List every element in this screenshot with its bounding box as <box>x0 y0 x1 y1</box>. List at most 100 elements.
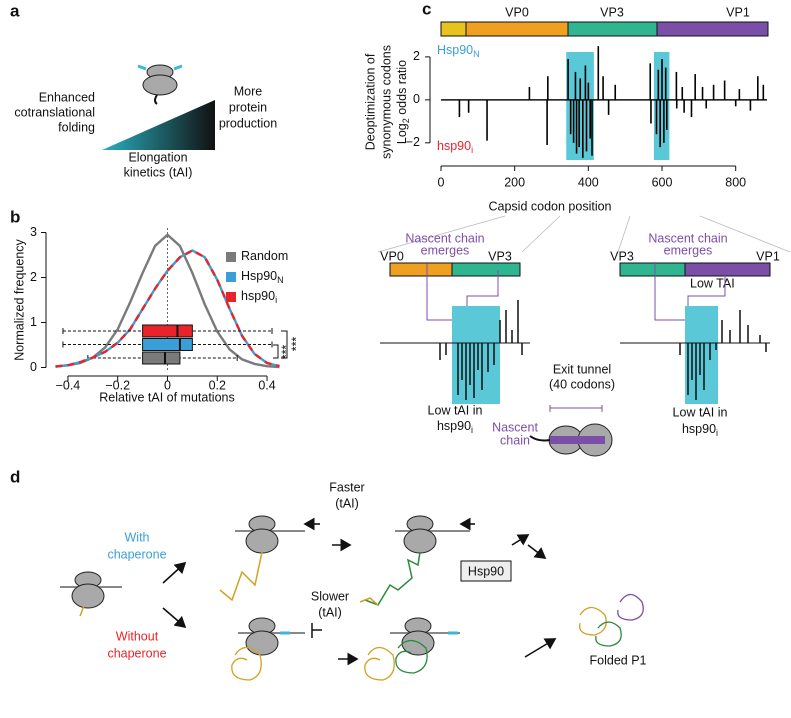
series-label: Hsp90N <box>437 43 480 59</box>
segment <box>568 22 657 36</box>
arrows <box>162 517 557 666</box>
text: kinetics (tAI) <box>124 165 193 179</box>
caption: hsp90i <box>682 422 718 438</box>
highlight <box>685 306 718 404</box>
sig-bracket <box>273 344 279 359</box>
x-tick-label: 0 <box>438 175 445 189</box>
segment-label: VP3 <box>488 249 512 263</box>
y-tick-label: 2 <box>413 49 420 63</box>
y-tick-label: 0 <box>30 360 37 374</box>
tunnel <box>550 436 605 444</box>
text: chaperone <box>107 646 166 660</box>
panel-a: Enhanced cotranslational folding More pr… <box>14 64 277 179</box>
sig-bracket <box>281 330 288 359</box>
bracket <box>654 262 726 321</box>
segment <box>466 22 568 36</box>
text: odds ratio <box>395 60 409 118</box>
chain <box>154 94 158 105</box>
text: More <box>234 84 263 98</box>
y-tick-label: −2 <box>406 135 420 149</box>
note: Low TAI <box>690 276 735 290</box>
segment-label: VP3 <box>600 5 624 19</box>
text: (tAI) <box>335 496 359 510</box>
subscript: i <box>275 295 277 305</box>
bracket <box>549 405 603 412</box>
zoom-lines <box>377 215 791 253</box>
text: Elongation <box>128 150 187 164</box>
legend-swatch <box>226 272 236 282</box>
mrna <box>173 64 183 71</box>
spikes <box>679 310 767 400</box>
text: protein <box>229 100 267 114</box>
text: hsp90 <box>437 139 471 153</box>
text: Log <box>395 123 409 144</box>
text: Random <box>241 249 288 263</box>
segment-label: VP0 <box>380 249 404 263</box>
segment <box>451 262 521 277</box>
x-tick-label: 200 <box>504 175 525 189</box>
segment-border <box>440 21 769 37</box>
panel-b: Relative tAI of mutations Normalized fre… <box>12 238 234 404</box>
x-tick-label: 600 <box>652 175 673 189</box>
text: Slower <box>311 589 349 603</box>
x-tick-label: −0.4 <box>56 378 81 392</box>
x-tick-label: 800 <box>725 175 746 189</box>
y-axis-label: synonymous codons <box>379 45 393 159</box>
text: folding <box>58 120 95 134</box>
panel-d: With chaperone Without chaperone Faster … <box>60 480 647 681</box>
segment-label: VP3 <box>610 249 634 263</box>
mrna <box>137 64 147 71</box>
subscript: N <box>277 275 284 285</box>
segment <box>389 262 453 277</box>
box <box>142 338 193 351</box>
y-tick-label: 3 <box>30 225 37 239</box>
bracket <box>426 262 499 321</box>
text: (tAI) <box>318 605 342 619</box>
subscript: i <box>471 145 473 155</box>
text: Folded P1 <box>590 653 647 667</box>
text: hsp90 <box>437 419 471 433</box>
subscript: 2 <box>401 118 411 123</box>
caption: Low tAI in <box>673 405 728 419</box>
segment-label: VP1 <box>726 5 750 19</box>
y-axis-label: Log2 odds ratio <box>395 60 411 144</box>
text: chain <box>500 433 530 447</box>
x-axis-label: Relative tAI of mutations <box>99 390 234 404</box>
text: Hsp90 <box>437 43 473 57</box>
text: Exit tunnel <box>553 362 611 376</box>
chain <box>529 435 551 442</box>
text: cotranslational <box>14 105 95 119</box>
segment-label: VP1 <box>756 249 780 263</box>
y-axis-label: Deoptimization of <box>363 53 377 150</box>
text: hsp90 <box>682 422 716 436</box>
segment <box>684 262 771 277</box>
legend-swatch <box>226 252 236 262</box>
significance: *** <box>289 337 303 352</box>
significance: *** <box>279 345 293 360</box>
text: (40 codons) <box>549 377 615 391</box>
exit-tunnel: Exit tunnel (40 codons) Nascent chain <box>492 362 615 457</box>
segment <box>657 22 768 36</box>
legend-label: Random <box>241 249 288 263</box>
text: Nascent <box>492 420 538 434</box>
legend-label: hsp90i <box>241 289 277 305</box>
segment-label: VP0 <box>505 5 529 19</box>
segment <box>441 22 466 36</box>
y-tick-label: 1 <box>30 315 37 329</box>
highlight <box>452 306 500 404</box>
legend-swatch <box>226 292 236 302</box>
panel-label: c <box>422 0 431 18</box>
series-label: hsp90i <box>437 139 473 155</box>
y-tick-label: 0 <box>413 92 420 106</box>
note: emerges <box>664 243 713 257</box>
note: Nascent chain <box>405 231 484 245</box>
text: Hsp90 <box>468 564 504 578</box>
ribosomes <box>60 515 644 681</box>
subscript: N <box>473 49 480 59</box>
caption: Low tAI in <box>428 403 483 417</box>
box <box>142 351 181 365</box>
density-curve <box>55 249 280 368</box>
legend-label: Hsp90N <box>241 269 284 285</box>
text: chaperone <box>107 547 166 561</box>
segment <box>619 262 686 277</box>
